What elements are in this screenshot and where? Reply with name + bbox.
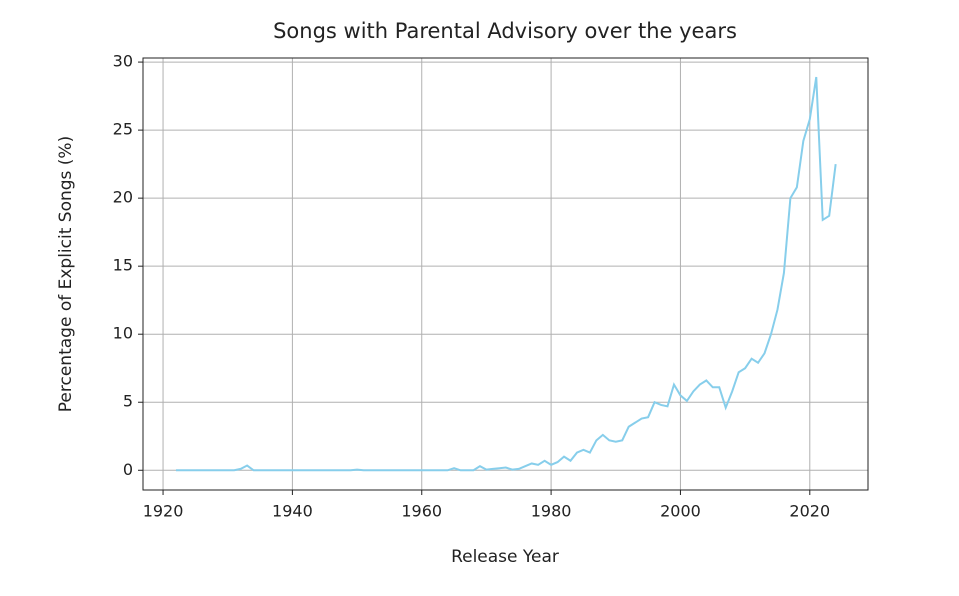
x-tick-label: 2020 [789,502,830,521]
y-tick-label: 5 [123,392,133,411]
chart-title: Songs with Parental Advisory over the ye… [273,19,737,43]
data-line [175,76,837,472]
x-tick-label: 1940 [272,502,313,521]
y-tick-label: 30 [113,52,133,71]
y-tick-label: 25 [113,120,133,139]
y-tick-label: 10 [113,324,133,343]
plot-frame [142,57,869,491]
x-tick-label: 1960 [401,502,442,521]
y-tick-label: 15 [113,256,133,275]
x-axis-label: Release Year [451,547,559,567]
x-tick-label: 1980 [531,502,572,521]
y-axis-label: Percentage of Explicit Songs (%) [56,136,76,412]
x-tick-label: 2000 [660,502,701,521]
y-tick-label: 20 [113,188,133,207]
y-tick-label: 0 [123,460,133,479]
x-tick-label: 1920 [143,502,184,521]
